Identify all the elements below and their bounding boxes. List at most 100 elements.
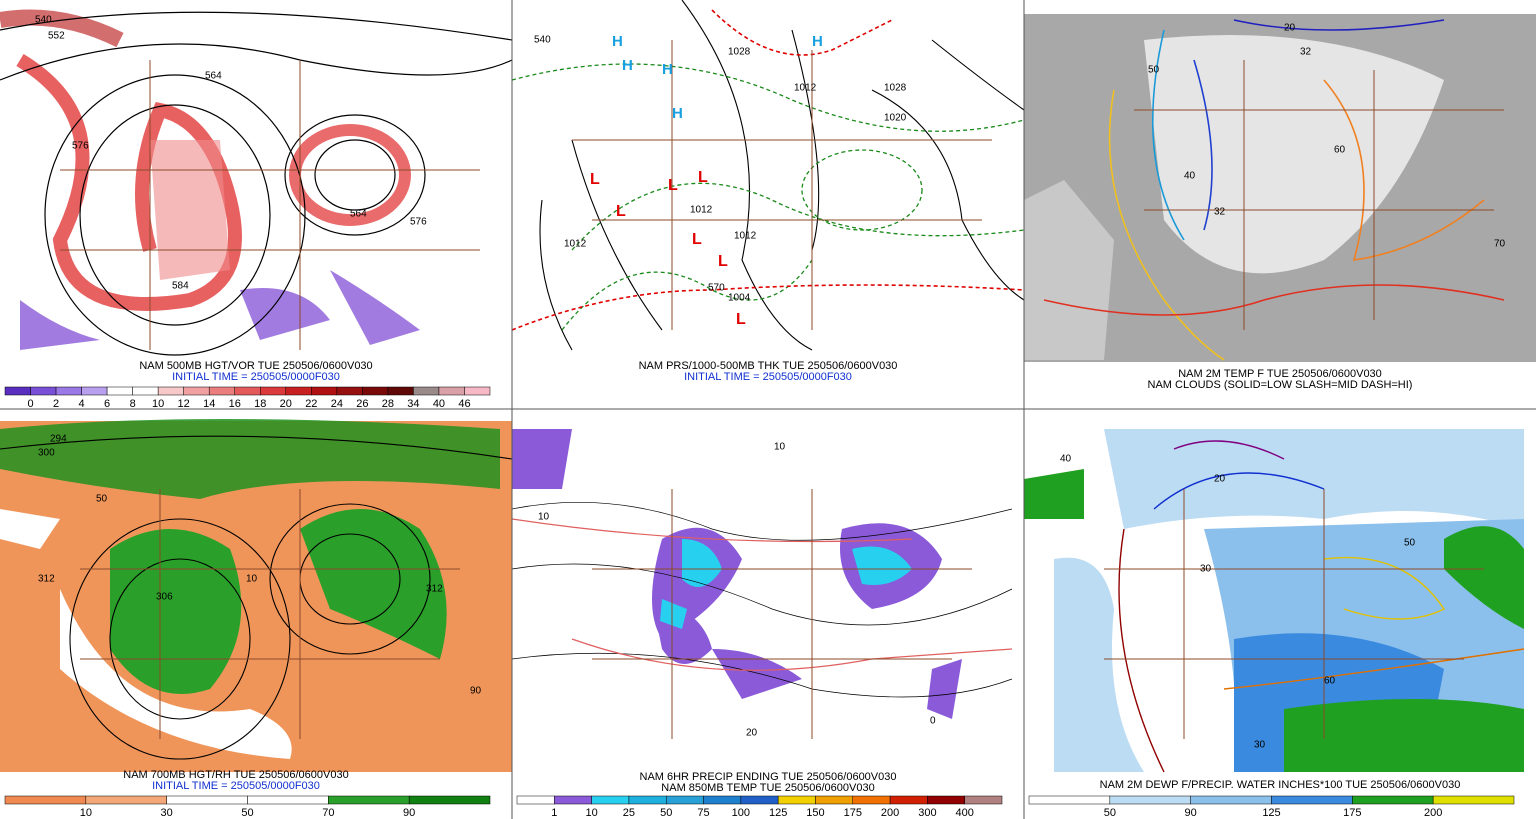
contour-label: 1012 bbox=[734, 231, 757, 242]
humidity-area bbox=[110, 529, 242, 694]
color-swatch bbox=[964, 795, 1003, 805]
colorbar-label: 25 bbox=[623, 807, 635, 819]
contour-label: 1020 bbox=[884, 113, 907, 124]
humidity-area bbox=[0, 419, 500, 499]
high-symbol: H bbox=[622, 57, 633, 74]
color-swatch bbox=[413, 386, 440, 396]
thickness-line bbox=[561, 259, 813, 331]
colorbar-label: 175 bbox=[844, 807, 862, 819]
vorticity-area bbox=[150, 140, 230, 280]
color-swatch bbox=[815, 795, 854, 805]
colorbar-label: 16 bbox=[229, 398, 241, 410]
height-contour bbox=[0, 43, 513, 81]
colorbar-label: 1 bbox=[551, 807, 557, 819]
color-swatch bbox=[740, 795, 779, 805]
isobar bbox=[539, 199, 573, 351]
contour-label: 32 bbox=[1300, 47, 1312, 58]
low-symbol: L bbox=[616, 203, 626, 220]
color-swatch bbox=[336, 386, 363, 396]
colorbar-label: 175 bbox=[1343, 807, 1361, 819]
borders bbox=[80, 489, 460, 739]
colorbar-label: 10 bbox=[152, 398, 164, 410]
low-symbol: L bbox=[698, 169, 708, 186]
contour-label: 1012 bbox=[690, 205, 713, 216]
dewpoint-contour bbox=[1173, 440, 1285, 460]
contour-label: 32 bbox=[1214, 207, 1226, 218]
color-swatch bbox=[183, 386, 210, 396]
borders bbox=[592, 489, 972, 739]
clear-area bbox=[1144, 35, 1444, 274]
colorbar-label: 34 bbox=[407, 398, 419, 410]
color-swatch bbox=[208, 386, 235, 396]
color-swatch bbox=[516, 795, 555, 805]
caption: NAM 700MB HGT/RH TUE 250506/0600V030 bbox=[123, 769, 348, 781]
colorbar-label: 26 bbox=[356, 398, 368, 410]
height-contour bbox=[0, 435, 513, 460]
low-symbol: L bbox=[692, 231, 702, 248]
contour-label: 20 bbox=[746, 728, 758, 739]
borders bbox=[1134, 60, 1504, 330]
colorbar-label: 14 bbox=[203, 398, 215, 410]
colorbar-label: 20 bbox=[280, 398, 292, 410]
colorbar-label: 10 bbox=[585, 807, 597, 819]
temp-contour bbox=[511, 501, 1013, 541]
color-swatch bbox=[328, 795, 410, 805]
contour-label: 312 bbox=[426, 584, 443, 595]
low-symbol: L bbox=[668, 177, 678, 194]
contour-label: 1012 bbox=[564, 239, 587, 250]
height-contour bbox=[69, 518, 291, 760]
colorbar-label: 2 bbox=[53, 398, 59, 410]
contour-label: 294 bbox=[50, 434, 67, 445]
low-symbol: L bbox=[590, 171, 600, 188]
contour-label: 576 bbox=[410, 217, 427, 228]
colorbar-label: 50 bbox=[1104, 807, 1116, 819]
temp-contour bbox=[1323, 79, 1485, 261]
contour-label: 540 bbox=[534, 35, 551, 46]
borders bbox=[60, 60, 480, 350]
pw-area bbox=[1024, 469, 1524, 772]
contour-label: 30 bbox=[1200, 564, 1212, 575]
colorbar-label: 150 bbox=[806, 807, 824, 819]
low-symbol: L bbox=[718, 253, 728, 270]
high-symbol: H bbox=[672, 105, 683, 122]
color-swatch bbox=[157, 386, 184, 396]
color-swatch bbox=[1190, 795, 1272, 805]
map bbox=[512, 0, 1024, 356]
colorbar-label: 90 bbox=[1185, 807, 1197, 819]
color-swatch bbox=[1109, 795, 1191, 805]
colorbar-label: 22 bbox=[305, 398, 317, 410]
contour-label: 60 bbox=[1324, 676, 1336, 687]
color-swatch bbox=[4, 795, 87, 805]
color-swatch bbox=[247, 795, 329, 805]
color-swatch bbox=[55, 386, 82, 396]
colorbar-label: 10 bbox=[80, 807, 92, 819]
contour-label: 10 bbox=[246, 574, 258, 585]
colorbar-label: 75 bbox=[697, 807, 709, 819]
humidity-area bbox=[60, 589, 292, 759]
contour-label: 40 bbox=[1060, 454, 1072, 465]
contour-label: 70 bbox=[1494, 239, 1506, 250]
colorbar-label: 200 bbox=[1424, 807, 1442, 819]
temperature-panel: 32 40 50 60 70 20 32 NAM 2M TEMP F TUE 2… bbox=[1024, 14, 1536, 391]
humidity-area bbox=[0, 509, 60, 549]
isobar bbox=[871, 89, 1025, 301]
height-contour bbox=[284, 114, 426, 236]
high-symbol: H bbox=[812, 33, 823, 50]
color-swatch bbox=[852, 795, 891, 805]
colorbar-label: 4 bbox=[79, 398, 85, 410]
color-swatch bbox=[1028, 795, 1111, 805]
color-swatch bbox=[1352, 795, 1434, 805]
temp-contour bbox=[1193, 59, 1213, 231]
contour-label: 30 bbox=[1254, 740, 1266, 751]
contour-label: 10 bbox=[538, 512, 550, 523]
colorbar-label: 70 bbox=[322, 807, 334, 819]
dewpoint-contour bbox=[1323, 556, 1446, 620]
colorbar-label: 28 bbox=[382, 398, 394, 410]
pw-area bbox=[1054, 557, 1144, 772]
precip-area bbox=[660, 539, 722, 629]
color-swatch bbox=[362, 386, 389, 396]
colorbar-label: 0 bbox=[27, 398, 33, 410]
isobar bbox=[571, 139, 663, 331]
contour-label: 0 bbox=[930, 716, 936, 727]
contour-label: 300 bbox=[38, 448, 55, 459]
